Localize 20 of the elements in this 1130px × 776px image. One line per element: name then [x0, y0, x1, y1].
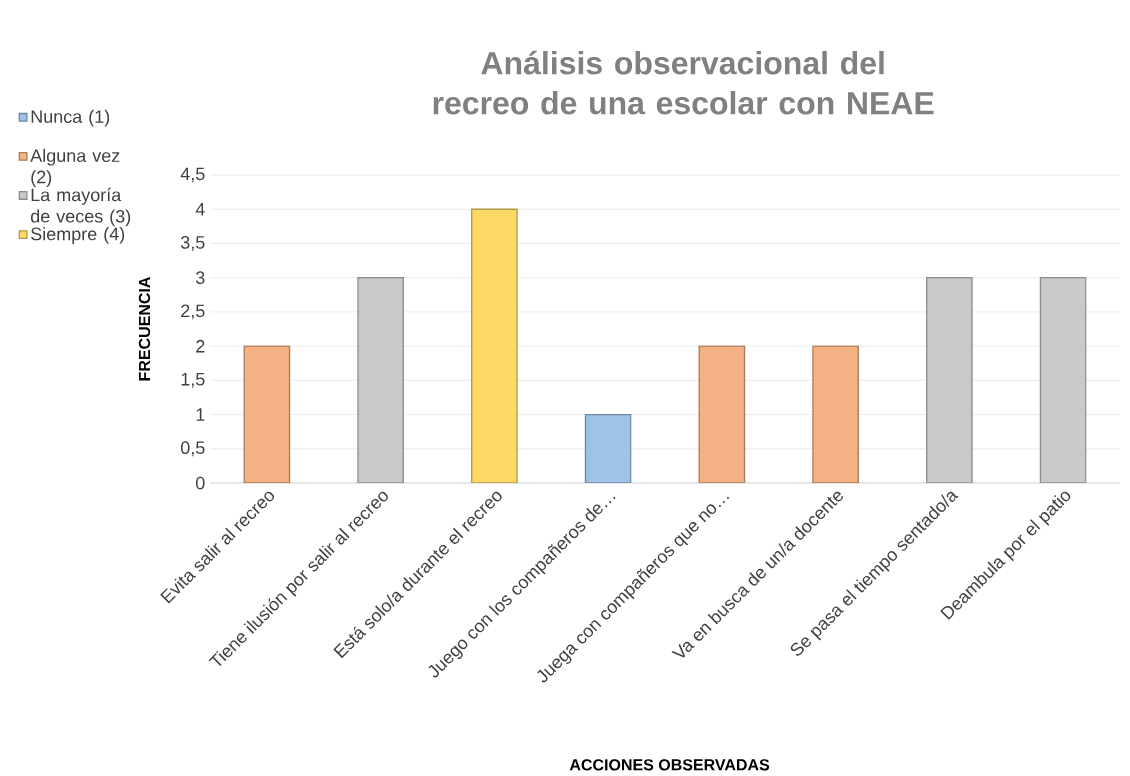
- bar: [243, 345, 291, 483]
- y-tick-label: 4: [195, 203, 205, 216]
- legend-label: La mayoría de veces (3): [30, 187, 131, 227]
- x-axis-title: ACCIONES OBSERVADAS: [569, 759, 770, 771]
- legend-label: Nunca (1): [31, 109, 110, 127]
- y-tick-label: 2: [196, 339, 205, 353]
- y-tick-label: 0: [195, 476, 205, 490]
- y-tick-label: 1: [196, 408, 205, 421]
- y-tick-label: 3,5: [180, 236, 205, 251]
- legend-label: Alguna vez (2): [30, 148, 120, 187]
- y-tick-label: 4,5: [180, 167, 205, 183]
- legend-label: Siempre (4): [31, 227, 125, 244]
- y-axis-title: FRECUENCIA: [138, 277, 151, 381]
- y-tick-label: 1,5: [181, 373, 205, 388]
- y-tick-label: 3: [195, 271, 205, 285]
- bar: [812, 345, 859, 483]
- chart-title: Análisis observacional del recreo de una escolar con NEAE: [433, 50, 934, 115]
- y-tick-label: 0,5: [180, 441, 205, 457]
- bar: [698, 345, 746, 483]
- y-tick-label: 2,5: [181, 304, 205, 320]
